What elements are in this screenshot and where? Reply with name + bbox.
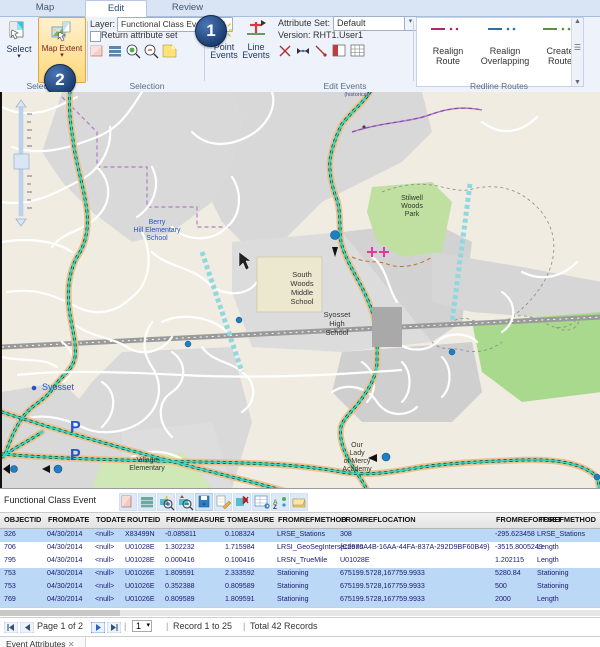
svg-text:South: South <box>292 270 312 279</box>
svg-text:of Mercy: of Mercy <box>344 458 371 465</box>
svg-text:High: High <box>329 319 344 328</box>
svg-text:P: P <box>70 419 81 436</box>
svg-text:Z: Z <box>273 504 277 511</box>
svg-text:Park: Park <box>405 211 420 218</box>
svg-text:(historical): (historical) <box>344 92 370 98</box>
svg-text:Middle: Middle <box>291 288 313 297</box>
svg-text:School: School <box>326 328 349 337</box>
svg-text:Our: Our <box>351 442 363 449</box>
svg-text:School: School <box>291 297 314 306</box>
svg-text:School: School <box>146 235 168 242</box>
svg-text:Lady: Lady <box>349 450 365 457</box>
svg-text:Woods: Woods <box>401 203 423 210</box>
svg-text:Academy: Academy <box>342 466 372 473</box>
svg-text:Woods: Woods <box>290 279 313 288</box>
svg-text:Elementary: Elementary <box>129 465 165 472</box>
svg-text:Berry: Berry <box>149 219 166 226</box>
svg-text:Village: Village <box>137 457 158 464</box>
svg-text:Hill Elementary: Hill Elementary <box>133 227 181 234</box>
svg-text:P: P <box>70 447 81 464</box>
svg-text:Syosset: Syosset <box>42 382 75 392</box>
svg-text:Syosset: Syosset <box>324 310 352 319</box>
svg-text:Stilwell: Stilwell <box>401 195 423 202</box>
